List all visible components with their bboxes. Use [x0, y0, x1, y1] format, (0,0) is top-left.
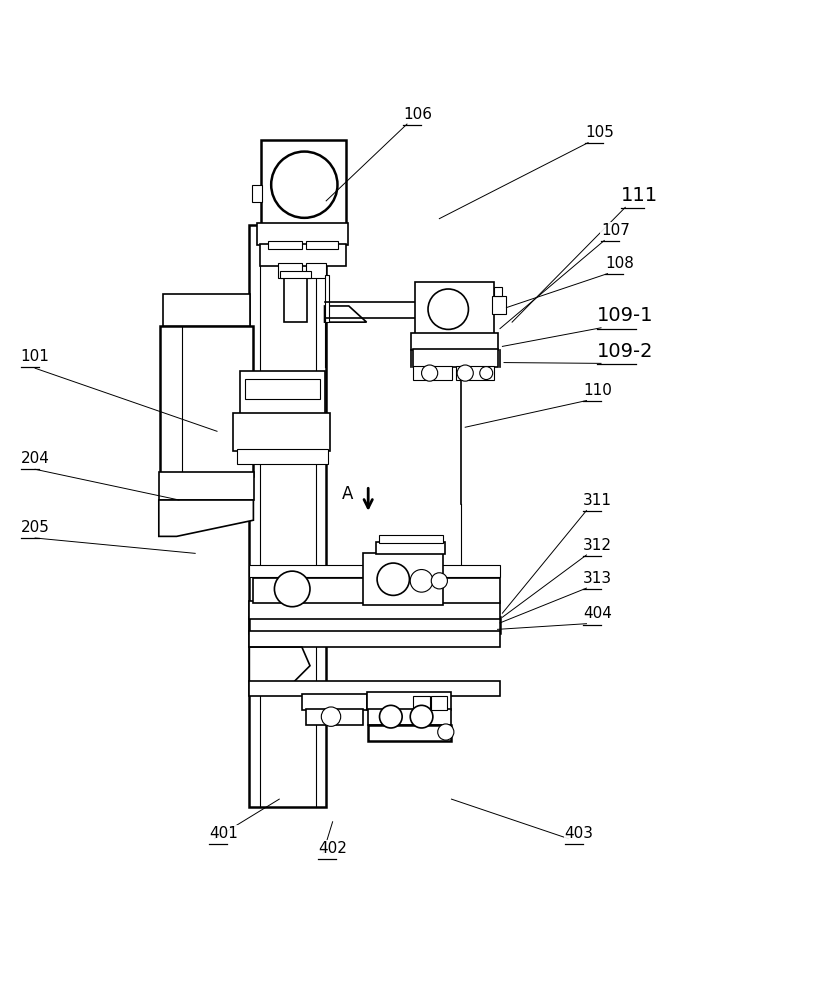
- Bar: [160, 326, 253, 476]
- Bar: [280, 271, 311, 278]
- Circle shape: [479, 367, 492, 380]
- Polygon shape: [159, 500, 253, 536]
- Circle shape: [457, 365, 473, 381]
- Bar: [368, 725, 452, 741]
- Text: 401: 401: [209, 826, 238, 841]
- Bar: [431, 696, 448, 710]
- Text: 108: 108: [605, 256, 634, 271]
- Text: 404: 404: [584, 606, 612, 621]
- Text: 107: 107: [601, 223, 630, 238]
- Bar: [414, 696, 430, 710]
- Text: 110: 110: [584, 383, 612, 398]
- Bar: [233, 413, 330, 451]
- Circle shape: [271, 152, 338, 218]
- Circle shape: [410, 705, 433, 728]
- Polygon shape: [249, 647, 310, 686]
- Bar: [411, 333, 498, 350]
- Circle shape: [377, 563, 409, 595]
- Bar: [414, 349, 498, 367]
- Bar: [249, 225, 326, 807]
- Circle shape: [410, 570, 433, 592]
- Text: 313: 313: [584, 571, 612, 586]
- Bar: [415, 282, 494, 334]
- Bar: [260, 244, 346, 266]
- Bar: [249, 681, 500, 696]
- Bar: [302, 694, 366, 710]
- Text: A: A: [343, 485, 353, 503]
- Bar: [414, 366, 453, 380]
- Bar: [306, 709, 362, 725]
- Bar: [249, 565, 500, 577]
- Bar: [284, 275, 307, 322]
- Text: 106: 106: [403, 107, 432, 122]
- Bar: [494, 287, 502, 296]
- Bar: [253, 578, 500, 603]
- Bar: [492, 296, 506, 314]
- Text: 312: 312: [584, 538, 612, 553]
- Circle shape: [431, 573, 448, 589]
- Circle shape: [274, 571, 310, 607]
- Text: 101: 101: [20, 349, 50, 364]
- Bar: [368, 709, 452, 725]
- Text: 109-1: 109-1: [597, 306, 654, 325]
- Bar: [362, 553, 444, 605]
- Bar: [245, 379, 320, 399]
- Bar: [159, 472, 254, 500]
- Bar: [257, 223, 348, 245]
- Bar: [325, 275, 329, 322]
- Text: 205: 205: [20, 520, 50, 535]
- Bar: [306, 241, 339, 249]
- Bar: [379, 535, 444, 543]
- Text: 402: 402: [318, 841, 347, 856]
- Text: 311: 311: [584, 493, 612, 508]
- Circle shape: [322, 707, 341, 726]
- Text: 109-2: 109-2: [597, 342, 654, 361]
- Bar: [376, 542, 445, 554]
- Bar: [237, 449, 328, 464]
- Text: 403: 403: [565, 826, 593, 841]
- Bar: [306, 263, 326, 278]
- Text: 105: 105: [584, 125, 614, 140]
- Bar: [249, 631, 500, 647]
- Text: 111: 111: [621, 186, 659, 205]
- Circle shape: [438, 724, 454, 740]
- Circle shape: [422, 365, 438, 381]
- Bar: [163, 294, 250, 326]
- Bar: [268, 241, 302, 249]
- Bar: [261, 140, 347, 225]
- Bar: [366, 692, 452, 710]
- Text: 204: 204: [20, 451, 50, 466]
- Bar: [278, 263, 302, 278]
- Bar: [252, 185, 262, 202]
- Polygon shape: [325, 306, 366, 322]
- Bar: [249, 601, 500, 619]
- Bar: [456, 366, 494, 380]
- Circle shape: [379, 705, 402, 728]
- Bar: [239, 371, 325, 415]
- Bar: [249, 617, 500, 633]
- Circle shape: [428, 289, 468, 329]
